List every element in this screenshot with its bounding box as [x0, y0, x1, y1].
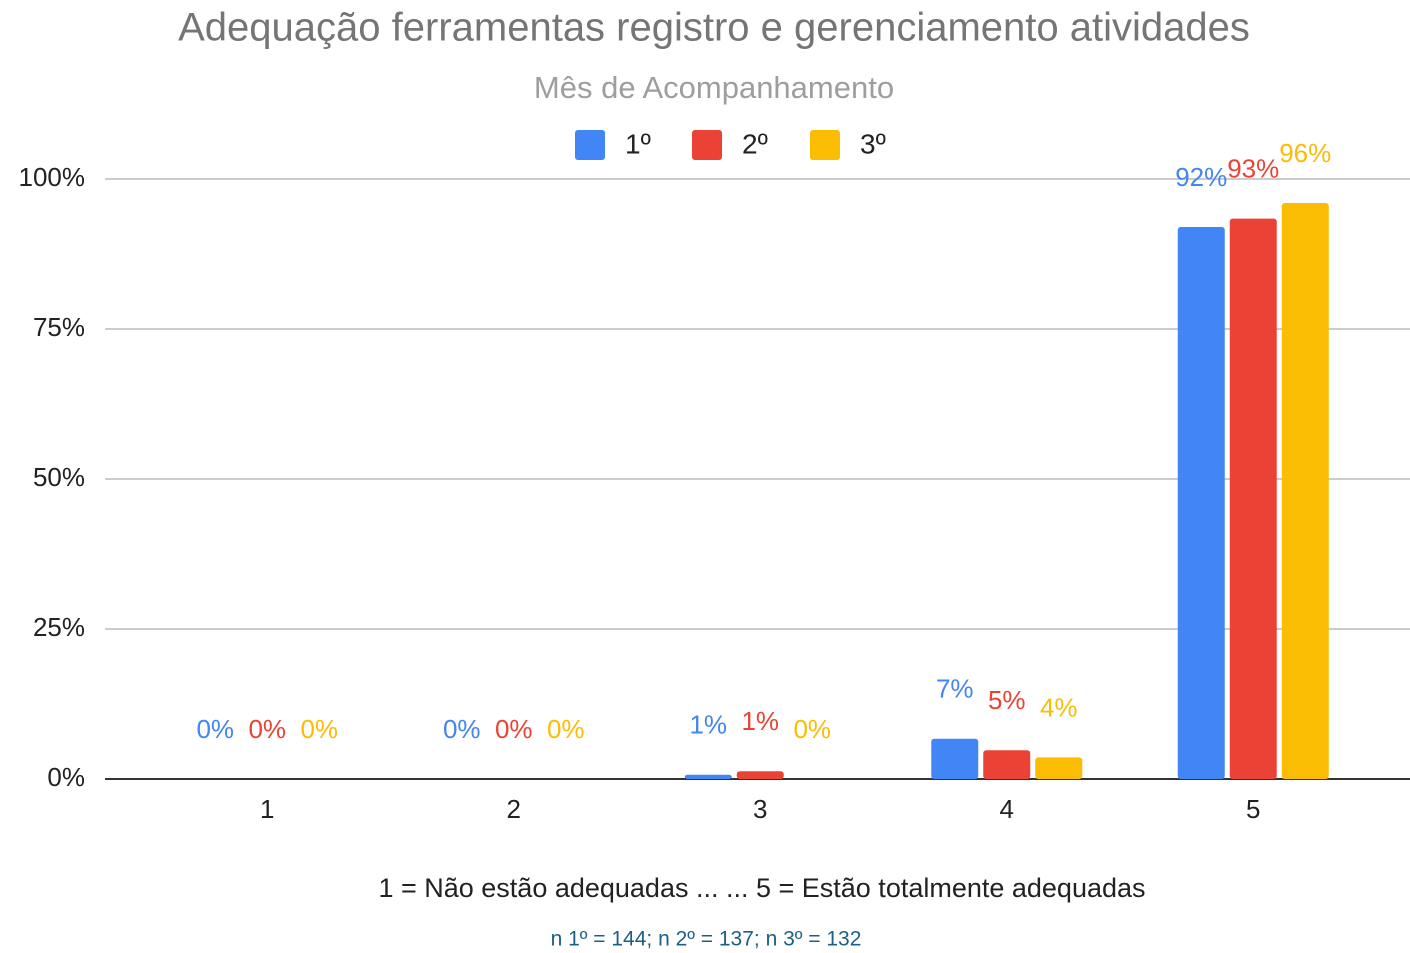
data-label: 0% [547, 714, 585, 744]
bar [1229, 218, 1277, 780]
y-tick-label: 50% [33, 462, 85, 492]
bar [736, 771, 784, 779]
data-label: 0% [495, 714, 533, 744]
bar [1177, 227, 1225, 779]
bar [983, 750, 1031, 779]
legend-swatch [692, 130, 722, 160]
data-label: 0% [196, 714, 234, 744]
x-tick-label: 1 [260, 794, 274, 824]
bar [1281, 203, 1329, 779]
x-axis-label: 1 = Não estão adequadas ... ... 5 = Estã… [378, 873, 1145, 903]
y-tick-label: 0% [47, 762, 85, 792]
data-label: 92% [1175, 162, 1227, 192]
x-tick-label: 3 [753, 794, 767, 824]
legend-swatch [575, 130, 605, 160]
data-label: 0% [443, 714, 481, 744]
data-label: 1% [689, 710, 727, 740]
chart-title: Adequação ferramentas registro e gerenci… [178, 6, 1250, 50]
data-label: 0% [793, 714, 831, 744]
data-label: 93% [1227, 153, 1279, 183]
legend-label: 3º [860, 128, 886, 159]
bar [931, 738, 979, 779]
bar [1035, 757, 1083, 779]
data-label: 7% [936, 674, 974, 704]
bar [684, 774, 732, 779]
y-tick-label: 25% [33, 612, 85, 642]
note: n 1º = 144; n 2º = 137; n 3º = 132 [551, 928, 862, 951]
x-tick-label: 2 [507, 794, 521, 824]
data-label: 5% [988, 685, 1026, 715]
legend-swatch [810, 130, 840, 160]
data-label: 0% [300, 714, 338, 744]
data-label: 0% [248, 714, 286, 744]
legend-label: 1º [625, 128, 651, 159]
data-label: 96% [1279, 138, 1331, 168]
legend-title: Mês de Acompanhamento [534, 70, 894, 105]
y-tick-label: 75% [33, 312, 85, 342]
y-tick-label: 100% [19, 162, 86, 192]
x-tick-label: 5 [1246, 794, 1260, 824]
x-tick-label: 4 [1000, 794, 1014, 824]
data-label: 4% [1040, 692, 1078, 722]
legend-label: 2º [742, 128, 768, 159]
data-label: 1% [741, 706, 779, 736]
